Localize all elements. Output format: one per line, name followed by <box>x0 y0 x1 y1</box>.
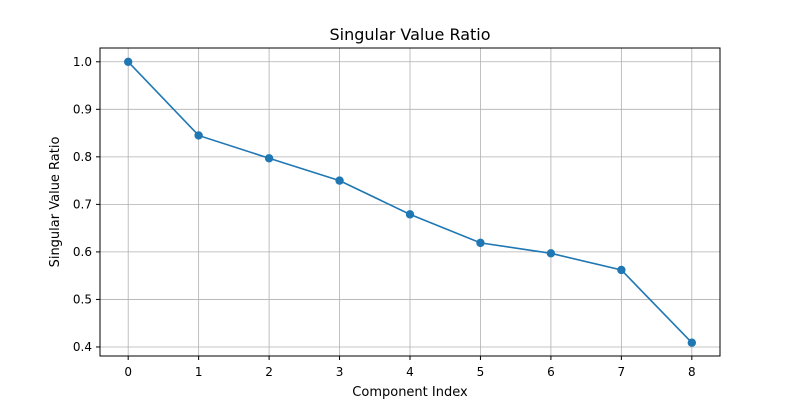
data-point <box>617 265 626 275</box>
y-tick-label: 0.8 <box>73 150 92 164</box>
data-point <box>405 210 415 219</box>
x-tick-label: 8 <box>688 365 696 379</box>
series-group <box>123 57 697 347</box>
data-point <box>476 238 485 248</box>
data-point <box>546 249 556 258</box>
y-tick-label: 0.6 <box>73 245 92 259</box>
y-tick-label: 0.5 <box>73 292 92 306</box>
grid-lines <box>100 48 720 356</box>
y-tick-label: 0.7 <box>73 197 92 211</box>
data-point <box>687 338 697 347</box>
x-axis-label: Component Index <box>352 385 468 400</box>
x-tick-label: 4 <box>406 365 414 379</box>
chart-title: Singular Value Ratio <box>329 25 490 44</box>
x-tick-label: 3 <box>336 365 344 379</box>
y-axis-label: Singular Value Ratio <box>48 137 63 268</box>
y-tick-label: 0.9 <box>73 102 92 116</box>
data-point <box>123 57 133 66</box>
x-tick-label: 5 <box>477 365 485 379</box>
data-point <box>264 154 274 163</box>
x-tick-label: 0 <box>124 365 132 379</box>
x-tick-label: 2 <box>265 365 273 379</box>
x-tick-label: 7 <box>618 365 626 379</box>
data-point <box>335 176 344 185</box>
data-point <box>194 131 203 140</box>
x-tick-label: 1 <box>195 365 203 379</box>
y-tick-label: 0.4 <box>73 340 92 354</box>
x-tick-label: 6 <box>547 365 555 379</box>
y-tick-label: 1.0 <box>73 55 92 69</box>
axis-ticks: 0 1 2 3 4 5 6 7 8 0.4 0.5 0.6 0.7 0.8 0.9 1.0 <box>73 55 696 379</box>
